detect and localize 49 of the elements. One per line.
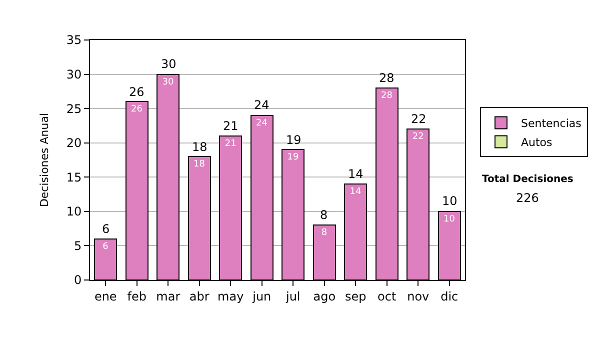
legend-label: Sentencias <box>521 116 582 130</box>
data-label: 10 <box>444 214 456 224</box>
total-label: 24 <box>254 98 270 112</box>
data-label: 6 <box>102 242 109 252</box>
x-tick-label: jun <box>252 289 272 304</box>
y-tick-label: 25 <box>66 102 82 116</box>
data-label: 8 <box>321 228 328 238</box>
total-label: 30 <box>161 57 176 71</box>
total-label: 22 <box>411 112 426 126</box>
y-axis-title: Decisiones Anual <box>38 112 51 208</box>
y-tick-label: 30 <box>66 67 82 82</box>
legend-label: Autos <box>521 136 553 149</box>
data-label: 14 <box>350 187 362 197</box>
y-tick-label: 0 <box>74 273 82 288</box>
y-tick-label: 20 <box>66 136 82 150</box>
data-label: 21 <box>224 139 236 149</box>
x-tick-label: may <box>218 289 244 304</box>
total-label: 21 <box>223 119 238 133</box>
y-tick-label: 35 <box>66 33 82 48</box>
x-tick-label: ene <box>94 289 117 304</box>
total-label: 19 <box>286 133 302 147</box>
x-tick-label: abr <box>189 289 210 304</box>
data-label: 26 <box>131 104 143 115</box>
y-tick-label: 5 <box>74 238 82 253</box>
data-label: 22 <box>412 132 424 142</box>
total-label: 6 <box>102 222 110 236</box>
x-tick-label: oct <box>378 289 396 304</box>
x-tick-label: mar <box>156 289 180 304</box>
data-label: 24 <box>256 118 268 128</box>
data-label: 19 <box>287 152 299 163</box>
data-label: 30 <box>162 77 174 88</box>
x-tick-label: nov <box>407 289 430 304</box>
x-tick-label: dic <box>440 289 458 304</box>
x-tick-label: jul <box>284 289 300 304</box>
y-tick-label: 10 <box>66 204 82 219</box>
total-label: 28 <box>379 71 394 85</box>
data-label: 28 <box>381 91 393 101</box>
x-tick-label: feb <box>127 289 146 304</box>
total-label: 10 <box>442 194 458 208</box>
x-tick-label: sep <box>344 289 366 304</box>
text: 226 <box>516 191 539 205</box>
total-label: 26 <box>129 85 144 99</box>
data-label: 18 <box>194 160 206 170</box>
total-label: 14 <box>348 167 364 181</box>
total-label: 8 <box>320 208 328 222</box>
text: Total Decisiones <box>482 174 574 185</box>
x-tick-label: ago <box>313 289 336 304</box>
y-tick-label: 15 <box>66 170 82 184</box>
total-label: 18 <box>192 140 208 154</box>
